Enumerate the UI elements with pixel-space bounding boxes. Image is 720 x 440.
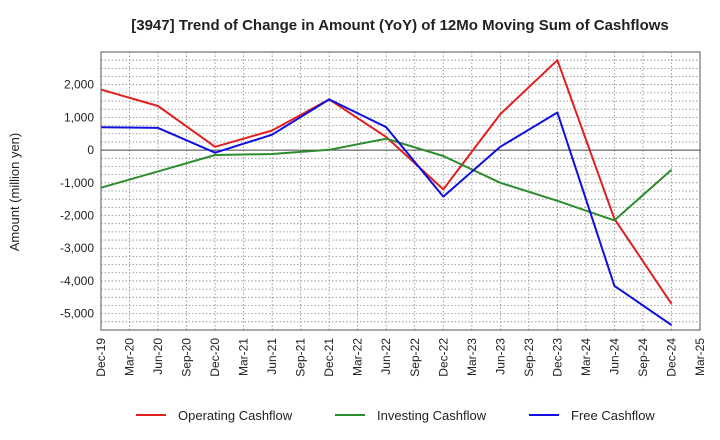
x-tick-label: Jun-24 bbox=[607, 338, 621, 375]
series-line-free-cashflow bbox=[100, 98, 673, 326]
x-tick-label: Sep-20 bbox=[180, 338, 194, 377]
x-tick-label: Mar-21 bbox=[237, 338, 251, 376]
y-tick-label: 0 bbox=[87, 143, 94, 157]
y-axis-label: Amount (million yen) bbox=[7, 133, 22, 252]
x-tick-label: Jun-21 bbox=[265, 338, 279, 375]
x-axis-ticks: Dec-19 Mar-20 Jun-20 Sep-20 Dec-20 Mar-21 Jun-… bbox=[94, 338, 707, 377]
series-line-operating-cashflow bbox=[100, 59, 673, 305]
x-tick-label: Mar-25 bbox=[693, 338, 707, 376]
grid-lines bbox=[100, 51, 701, 331]
x-tick-label: Jun-23 bbox=[493, 338, 507, 375]
x-tick-label: Dec-21 bbox=[322, 338, 336, 377]
plot-frame bbox=[100, 51, 701, 331]
x-tick-label: Sep-24 bbox=[636, 338, 650, 377]
y-tick-label: -2,000 bbox=[60, 209, 94, 223]
y-axis-ticks: -5,000 -4,000 -3,000 -2,000 -1,000 0 1,000 2,00… bbox=[60, 78, 94, 321]
chart-title: [3947] Trend of Change in Amount (YoY) o… bbox=[131, 17, 669, 34]
x-tick-label: Jun-22 bbox=[379, 338, 393, 375]
x-tick-label: Dec-20 bbox=[208, 338, 222, 377]
x-tick-label: Sep-21 bbox=[294, 338, 308, 377]
y-tick-label: -3,000 bbox=[60, 241, 94, 255]
x-tick-label: Sep-23 bbox=[522, 338, 536, 377]
x-tick-label: Dec-23 bbox=[550, 338, 564, 377]
y-tick-label: 1,000 bbox=[64, 110, 94, 124]
series-lines bbox=[100, 59, 673, 326]
x-tick-label: Dec-22 bbox=[436, 338, 450, 377]
x-tick-label: Dec-24 bbox=[664, 338, 678, 377]
y-tick-label: -4,000 bbox=[60, 274, 94, 288]
x-tick-label: Mar-20 bbox=[123, 338, 137, 376]
legend-label-operating-cashflow: Operating Cashflow bbox=[178, 408, 293, 423]
legend: Operating Cashflow Investing Cashflow Free… bbox=[136, 408, 655, 423]
x-tick-label: Mar-22 bbox=[351, 338, 365, 376]
y-tick-label: -1,000 bbox=[60, 176, 94, 190]
x-tick-label: Mar-24 bbox=[579, 338, 593, 376]
x-tick-label: Dec-19 bbox=[94, 338, 108, 377]
x-tick-label: Jun-20 bbox=[151, 338, 165, 375]
x-tick-label: Mar-23 bbox=[465, 338, 479, 376]
y-tick-label: -5,000 bbox=[60, 307, 94, 321]
legend-label-investing-cashflow: Investing Cashflow bbox=[377, 408, 487, 423]
legend-label-free-cashflow: Free Cashflow bbox=[571, 408, 655, 423]
y-tick-label: 2,000 bbox=[64, 78, 94, 92]
series-line-investing-cashflow bbox=[100, 137, 673, 222]
x-tick-label: Sep-22 bbox=[408, 338, 422, 377]
